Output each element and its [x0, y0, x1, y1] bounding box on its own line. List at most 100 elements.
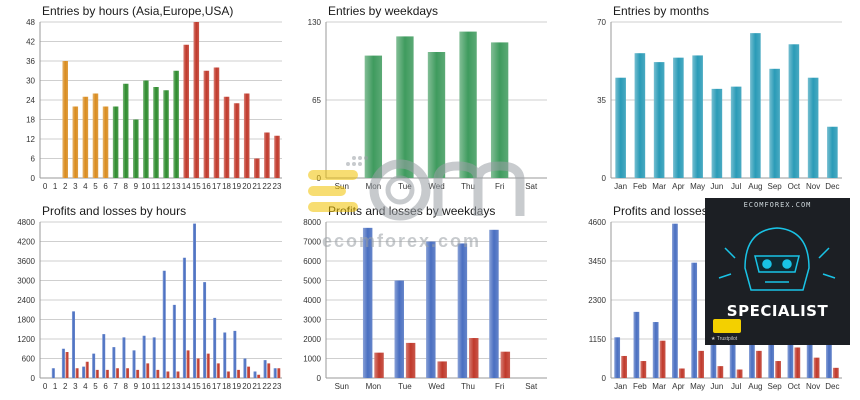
bar-pl-weekdays-Wed-s1 — [437, 361, 447, 378]
y-tick-label: 4200 — [17, 238, 35, 247]
bar-pl-months-Jan-s1 — [621, 355, 627, 378]
x-tick-label: 12 — [162, 182, 171, 191]
bar-pl-hours-7-s0 — [112, 347, 116, 379]
x-tick-label: 2 — [63, 182, 68, 191]
y-tick-label: 0 — [31, 174, 36, 183]
bar-entries-hours-14 — [183, 44, 189, 178]
bar-pl-hours-17-s1 — [216, 363, 220, 379]
bar-pl-hours-12-s1 — [166, 371, 170, 378]
bar-entries-weekdays-Wed — [427, 52, 446, 178]
x-tick-label: 19 — [232, 382, 241, 391]
x-tick-label: Nov — [806, 382, 820, 391]
bar-entries-months-Dec — [827, 126, 838, 178]
bar-entries-hours-13 — [173, 70, 179, 178]
x-tick-label: Oct — [788, 382, 801, 391]
x-tick-label: 18 — [222, 382, 231, 391]
y-tick-label: 70 — [597, 18, 606, 27]
bar-pl-hours-21-s0 — [253, 371, 257, 378]
bar-entries-hours-15 — [193, 22, 200, 178]
bar-entries-hours-8 — [122, 83, 129, 178]
y-tick-label: 18 — [26, 116, 35, 125]
bar-pl-hours-20-s1 — [247, 366, 251, 379]
bar-pl-weekdays-Thu-s1 — [469, 338, 479, 378]
x-tick-label: Wed — [428, 382, 444, 391]
x-tick-label: Sun — [335, 382, 349, 391]
x-tick-label: 21 — [252, 182, 261, 191]
bar-entries-hours-16 — [203, 70, 210, 178]
chart-entries-weekdays: Entries by weekdays065130SunMonTueWedThu… — [290, 0, 575, 198]
x-tick-label: Jul — [731, 182, 741, 191]
watermark-url: ecomforex.com — [322, 231, 481, 251]
ecom-mini-logo — [713, 319, 741, 333]
bar-entries-months-Feb — [634, 53, 646, 179]
bar-pl-months-Dec-s0 — [826, 344, 832, 378]
bar-pl-hours-22-s1 — [267, 363, 271, 379]
bar-pl-hours-6-s1 — [105, 369, 109, 379]
bar-pl-hours-14-s0 — [182, 257, 186, 378]
bar-pl-months-Nov-s1 — [813, 357, 820, 378]
x-tick-label: Feb — [633, 182, 647, 191]
bar-entries-months-Oct — [788, 44, 800, 178]
bar-pl-months-Apr-s1 — [678, 368, 685, 378]
x-tick-label: Sep — [768, 182, 783, 191]
x-tick-label: 15 — [192, 382, 201, 391]
y-tick-label: 6 — [31, 155, 36, 164]
bar-entries-weekdays-Thu — [459, 31, 477, 178]
bar-pl-months-Feb-s1 — [640, 361, 647, 378]
bar-pl-weekdays-Tue-s1 — [405, 342, 416, 378]
chart-title: Profits and losses — [613, 204, 708, 218]
bar-pl-hours-20-s0 — [243, 358, 247, 378]
x-tick-label: Tue — [398, 182, 412, 191]
bar-pl-months-Jun-s0 — [710, 344, 717, 378]
bar-entries-weekdays-Mon — [364, 55, 383, 178]
chart-title: Entries by months — [613, 4, 709, 18]
bar-entries-months-May — [692, 55, 703, 178]
bar-pl-hours-7-s1 — [115, 368, 119, 378]
x-tick-label: 22 — [262, 382, 271, 391]
ecom-logo-icon: ecomforex.com — [308, 156, 525, 251]
y-tick-label: 6000 — [303, 257, 321, 266]
bar-pl-months-Oct-s0 — [787, 344, 794, 378]
x-tick-label: 18 — [222, 182, 231, 191]
y-tick-label: 3000 — [17, 277, 35, 286]
x-tick-label: Apr — [672, 182, 685, 191]
bar-pl-hours-21-s1 — [257, 374, 261, 378]
bar-pl-months-Nov-s0 — [806, 344, 813, 378]
bar-pl-hours-17-s0 — [213, 317, 217, 379]
bar-pl-months-Mar-s0 — [652, 322, 659, 378]
x-tick-label: Aug — [748, 382, 762, 391]
bar-pl-hours-15-s0 — [192, 223, 196, 379]
promo-banner[interactable]: ECOMFOREX.COM SPECIALIST ★ Trustpilot — [705, 198, 850, 345]
x-tick-label: 12 — [162, 382, 171, 391]
bar-entries-hours-3 — [72, 106, 79, 178]
y-tick-label: 0 — [317, 374, 322, 383]
bar-entries-hours-22 — [264, 132, 270, 178]
x-tick-label: Thu — [461, 382, 475, 391]
x-tick-label: 8 — [123, 182, 128, 191]
x-tick-label: 10 — [141, 382, 150, 391]
bar-pl-hours-1-s0 — [51, 368, 55, 378]
x-tick-label: Nov — [806, 182, 820, 191]
x-tick-label: Mar — [652, 382, 666, 391]
promo-site-text: ECOMFOREX.COM — [743, 201, 812, 209]
x-tick-label: 22 — [262, 182, 271, 191]
y-tick-label: 2300 — [588, 296, 606, 305]
x-tick-label: 11 — [152, 182, 161, 191]
y-tick-label: 2400 — [17, 296, 35, 305]
bar-pl-hours-3-s1 — [75, 368, 79, 378]
y-tick-label: 4600 — [588, 218, 606, 227]
x-tick-label: 6 — [103, 182, 108, 191]
bar-entries-months-Mar — [653, 62, 665, 178]
bar-entries-months-Apr — [673, 57, 684, 178]
y-tick-label: 35 — [597, 96, 606, 105]
y-tick-label: 0 — [602, 174, 607, 183]
bar-entries-hours-11 — [153, 87, 159, 178]
bar-pl-months-Apr-s0 — [672, 223, 678, 378]
bar-pl-months-Jan-s0 — [614, 337, 621, 378]
bar-entries-months-Aug — [750, 33, 761, 178]
bar-pl-hours-11-s0 — [152, 337, 156, 379]
bar-pl-hours-9-s0 — [132, 350, 136, 379]
x-tick-label: 7 — [113, 182, 118, 191]
bar-entries-hours-17 — [213, 67, 220, 178]
bar-pl-months-Feb-s0 — [633, 311, 640, 378]
